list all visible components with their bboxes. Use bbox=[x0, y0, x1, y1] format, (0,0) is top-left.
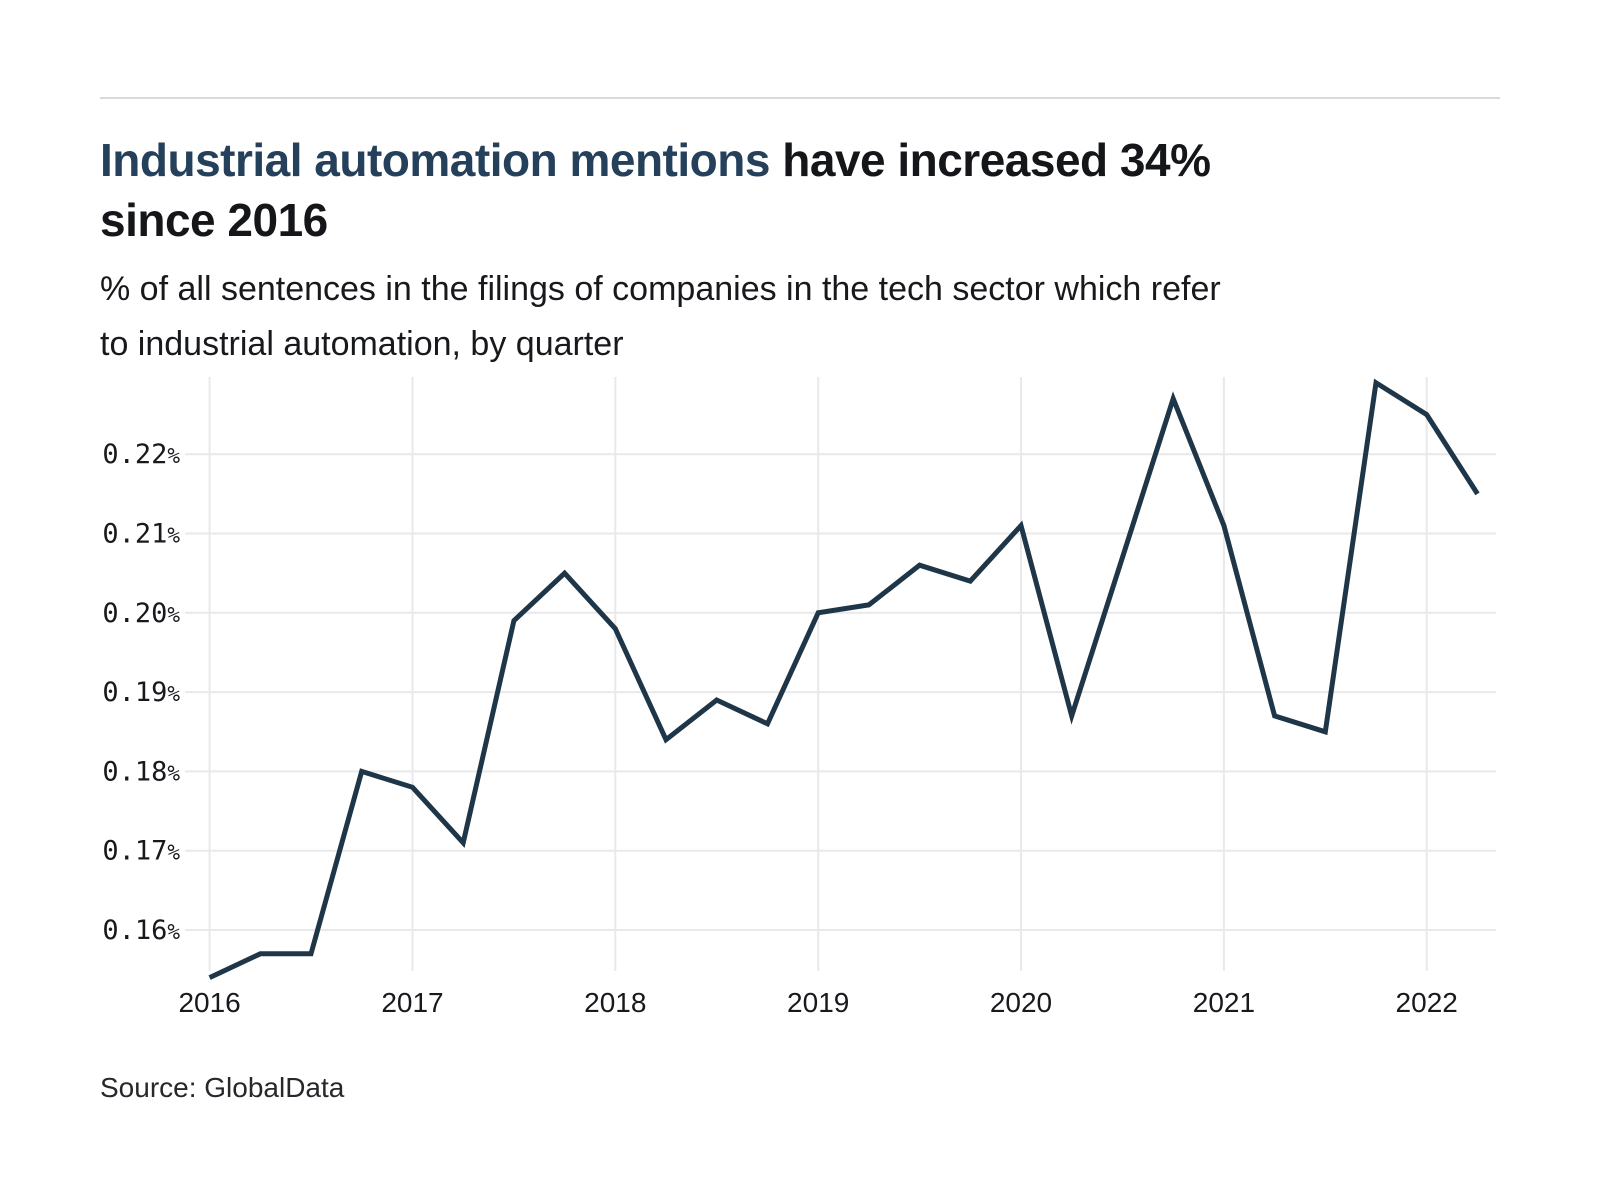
subtitle-line2: to industrial automation, by quarter bbox=[100, 325, 624, 363]
page-title: Industrial automation mentions have incr… bbox=[100, 130, 1480, 250]
y-tick-label: 0.22% bbox=[102, 439, 180, 470]
title-rest: have increased 34% bbox=[769, 134, 1211, 186]
subtitle-line1: % of all sentences in the filings of com… bbox=[100, 270, 1221, 308]
y-tick-label: 0.18% bbox=[102, 756, 180, 787]
vertical-gridlines bbox=[208, 377, 1428, 971]
x-tick-label: 2020 bbox=[990, 987, 1052, 1018]
x-tick-label: 2016 bbox=[178, 987, 240, 1018]
x-axis-labels: 2016 2017 2018 2019 2020 2021 2022 bbox=[178, 987, 1457, 1018]
horizontal-gridlines bbox=[185, 453, 1496, 931]
y-tick-label: 0.19% bbox=[102, 677, 180, 708]
source-note: Source: GlobalData bbox=[100, 1072, 345, 1103]
x-tick-label: 2017 bbox=[381, 987, 443, 1018]
data-line bbox=[208, 378, 1480, 980]
x-tick-label: 2022 bbox=[1396, 987, 1458, 1018]
title-line1: Industrial automation mentions have incr… bbox=[100, 130, 1480, 190]
x-tick-label: 2018 bbox=[584, 987, 646, 1018]
x-tick-label: 2019 bbox=[787, 987, 849, 1018]
title-highlight: Industrial automation mentions bbox=[100, 134, 770, 186]
y-tick-label: 0.20% bbox=[102, 598, 180, 629]
y-tick-label: 0.17% bbox=[102, 836, 180, 867]
chart-subtitle: % of all sentences in the filings of com… bbox=[100, 262, 1500, 372]
top-divider bbox=[100, 97, 1500, 99]
title-line2: since 2016 bbox=[100, 194, 328, 246]
y-tick-label: 0.21% bbox=[102, 519, 180, 550]
y-tick-label: 0.16% bbox=[102, 915, 180, 946]
x-tick-label: 2021 bbox=[1193, 987, 1255, 1018]
y-axis-labels: 0.16% 0.17% 0.18% 0.19% 0.20% 0.21% 0.22% bbox=[102, 439, 180, 946]
